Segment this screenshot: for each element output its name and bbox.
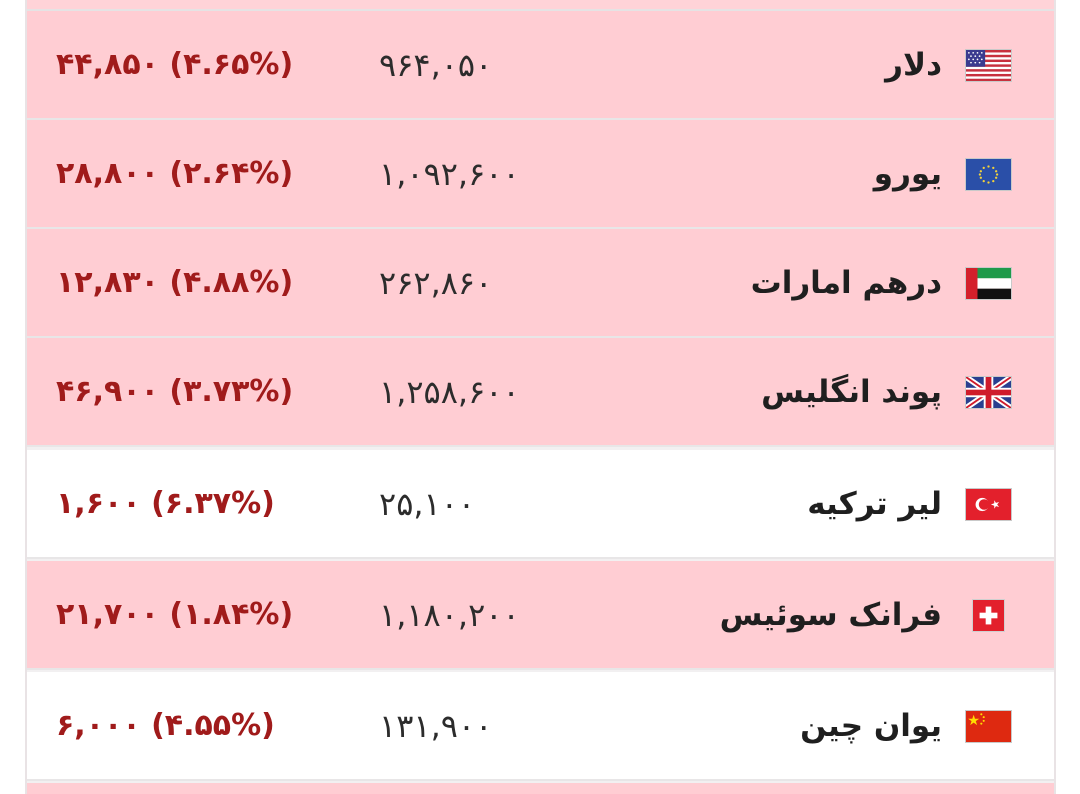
table-row-try[interactable]: ۱,۶۰۰ (۶.۳۷%) ۲۵,۱۰۰ لیر ترکیه <box>27 450 1054 559</box>
table-row-gbp[interactable]: ۴۶,۹۰۰ (۳.۷۳%) ۱,۲۵۸,۶۰۰ پوند انگلیس <box>27 338 1054 447</box>
currency-name: درهم امارات <box>750 264 942 301</box>
currency-name: لیر ترکیه <box>807 485 942 522</box>
price-value: ۲۵,۱۰۰ <box>379 484 476 523</box>
currency-name: فرانک سوئیس <box>719 596 942 633</box>
price-value: ۱,۱۸۰,۲۰۰ <box>379 595 520 634</box>
table-row-chf[interactable]: ۲۱,۷۰۰ (۱.۸۴%) ۱,۱۸۰,۲۰۰ فرانک سوئیس <box>27 561 1054 670</box>
turkey-flag-icon <box>965 487 1012 521</box>
uk-flag-icon <box>965 375 1012 409</box>
eu-flag-icon <box>965 157 1012 191</box>
change-value: ۴۴,۸۵۰ (۴.۶۵%) <box>56 47 294 82</box>
table-row-aed[interactable]: ۱۲,۸۳۰ (۴.۸۸%) ۲۶۲,۸۶۰ درهم امارات <box>27 229 1054 338</box>
price-value: ۱,۲۵۸,۶۰۰ <box>379 372 520 411</box>
price-value: ۹۶۴,۰۵۰ <box>379 45 493 84</box>
price-value: ۱۳۱,۹۰۰ <box>379 706 493 745</box>
change-value: ۶,۰۰۰ (۴.۵۵%) <box>56 708 275 743</box>
currency-name: یورو <box>873 155 942 192</box>
table-row-usd[interactable]: ۴۴,۸۵۰ (۴.۶۵%) ۹۶۴,۰۵۰ دلار <box>27 11 1054 120</box>
price-value: ۲۶۲,۸۶۰ <box>379 263 493 302</box>
china-flag-icon <box>965 709 1012 743</box>
previous-row-edge <box>27 0 1054 11</box>
table-row-cny[interactable]: ۶,۰۰۰ (۴.۵۵%) ۱۳۱,۹۰۰ یوان چین <box>27 672 1054 781</box>
uae-flag-icon <box>965 266 1012 300</box>
change-value: ۱۲,۸۳۰ (۴.۸۸%) <box>56 265 294 300</box>
us-flag-icon <box>965 48 1012 82</box>
currency-name: دلار <box>885 46 942 83</box>
table-row-eur[interactable]: ۲۸,۸۰۰ (۲.۶۴%) ۱,۰۹۲,۶۰۰ یورو <box>27 120 1054 229</box>
next-row-edge <box>27 783 1054 794</box>
change-value: ۱,۶۰۰ (۶.۳۷%) <box>56 486 275 521</box>
currency-name: یوان چین <box>800 707 942 744</box>
price-value: ۱,۰۹۲,۶۰۰ <box>379 154 520 193</box>
change-value: ۴۶,۹۰۰ (۳.۷۳%) <box>56 374 294 409</box>
swiss-flag-icon <box>972 598 1005 632</box>
change-value: ۲۱,۷۰۰ (۱.۸۴%) <box>56 597 294 632</box>
currency-name: پوند انگلیس <box>761 373 942 410</box>
currency-table: ۴۴,۸۵۰ (۴.۶۵%) ۹۶۴,۰۵۰ دلار <box>25 0 1056 794</box>
change-value: ۲۸,۸۰۰ (۲.۶۴%) <box>56 156 294 191</box>
